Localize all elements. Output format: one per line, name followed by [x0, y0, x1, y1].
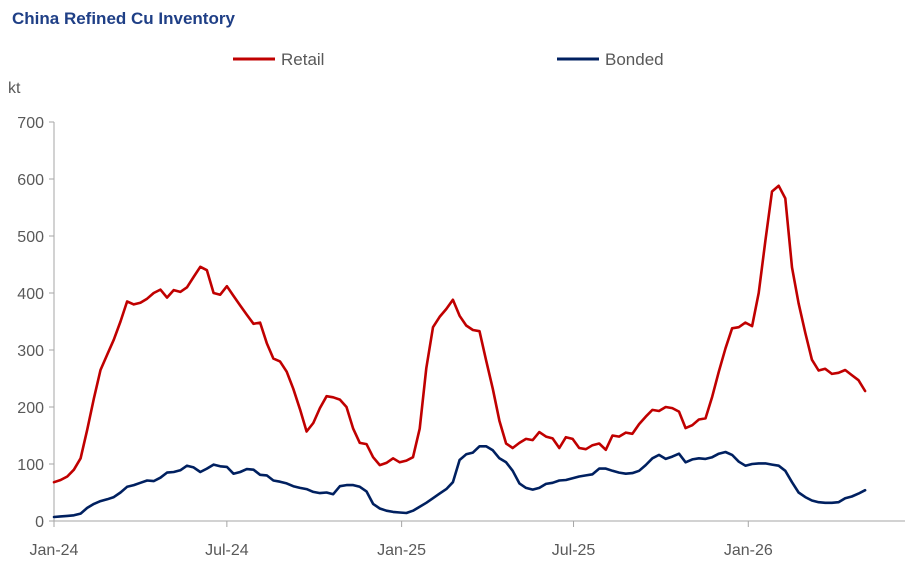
legend-label-bonded: Bonded [605, 50, 664, 69]
y-tick-label: 100 [17, 457, 44, 474]
y-tick-label: 0 [35, 514, 44, 531]
y-tick-label: 600 [17, 172, 44, 189]
y-tick-label: 700 [17, 115, 44, 132]
x-tick-label: Jan-25 [377, 542, 426, 559]
y-tick-label: 200 [17, 400, 44, 417]
y-tick-label: 300 [17, 343, 44, 360]
x-tick-label: Jan-26 [724, 542, 773, 559]
x-tick-label: Jan-24 [30, 542, 79, 559]
series-line-retail [52, 184, 867, 484]
y-axis-label: kt [8, 80, 21, 97]
series-line-bonded [52, 445, 867, 519]
y-tick-label: 500 [17, 229, 44, 246]
x-tick-label: Jul-24 [205, 542, 249, 559]
y-tick-label: 400 [17, 286, 44, 303]
x-tick-label: Jul-25 [552, 542, 596, 559]
legend-label-retail: Retail [281, 50, 324, 69]
chart-title: China Refined Cu Inventory [12, 9, 235, 28]
